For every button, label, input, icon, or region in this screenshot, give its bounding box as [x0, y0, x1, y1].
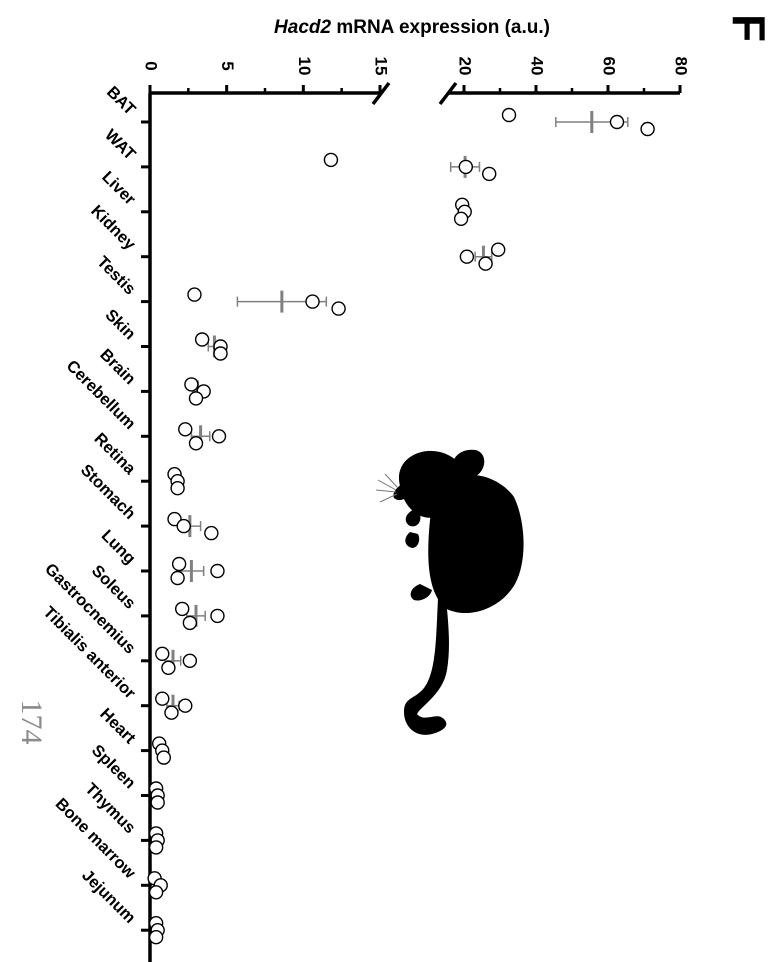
data-point	[478, 256, 493, 271]
value-tick-label: 15	[372, 57, 391, 76]
data-point	[213, 346, 228, 361]
data-point	[188, 391, 204, 406]
data-point	[156, 750, 171, 765]
y-axis-title: Hacd2 mRNA expression (a.u.)	[274, 17, 550, 38]
data-point	[155, 646, 170, 661]
category-label: Brain	[96, 346, 139, 389]
mouse-whiskers-icon	[375, 473, 399, 503]
data-point	[171, 556, 187, 572]
data-point	[305, 294, 320, 309]
data-point	[210, 563, 225, 579]
data-point	[204, 525, 219, 541]
axis-break-mark-left	[371, 81, 391, 106]
value-tick-label: 40	[528, 57, 547, 76]
category-labels: BATWATLiverKidneyTestisSkinBrainCerebell…	[39, 83, 139, 927]
panel-label: F	[723, 14, 769, 42]
category-label: Kidney	[87, 202, 139, 254]
category-label: Bone marrow	[52, 795, 139, 882]
data-point	[164, 705, 179, 720]
data-point	[210, 608, 225, 624]
axis-break-mark-right	[438, 81, 458, 106]
error-bars	[154, 111, 629, 942]
data-point	[194, 332, 210, 347]
value-tick-label: 5	[218, 61, 237, 70]
value-tick-label: 10	[295, 57, 314, 76]
category-label: BAT	[103, 83, 139, 119]
value-tick-label: 20	[456, 57, 475, 76]
data-point	[458, 159, 473, 175]
category-label: Skin	[102, 306, 139, 343]
page-number: 174	[15, 700, 48, 745]
category-label: Liver	[98, 168, 139, 209]
data-point	[184, 377, 199, 392]
data-point	[174, 601, 190, 617]
data-point	[187, 287, 202, 302]
data-point	[491, 242, 506, 257]
data-point	[178, 422, 193, 437]
data-point	[148, 840, 164, 855]
axes	[141, 81, 682, 962]
data-point	[501, 107, 517, 123]
category-label: Testis	[93, 253, 139, 299]
data-point	[178, 698, 193, 713]
y-axis-title-gene: Hacd2	[274, 17, 331, 38]
data-point	[161, 660, 176, 675]
category-label: Heart	[96, 705, 139, 748]
data-point	[323, 152, 339, 168]
data-point	[459, 249, 475, 264]
data-point	[188, 436, 204, 451]
data-point	[211, 429, 227, 444]
tick-labels: 0 5 10 15 20 40 60 80	[142, 57, 691, 76]
y-axis-title-rest: mRNA expression (a.u.)	[331, 17, 550, 38]
value-tick-label: 0	[142, 61, 161, 70]
data-point	[182, 615, 198, 631]
data-point	[182, 653, 198, 668]
data-point	[148, 885, 164, 900]
data-points	[147, 107, 655, 945]
data-point	[148, 930, 164, 945]
data-point	[482, 166, 497, 182]
category-label: Lung	[98, 527, 139, 568]
category-label: WAT	[101, 126, 139, 164]
mouse-silhouette-icon	[393, 449, 524, 735]
data-point	[453, 211, 469, 227]
data-point	[176, 518, 191, 534]
data-point	[170, 570, 185, 586]
data-point	[155, 691, 170, 706]
value-tick-label: 80	[672, 57, 691, 76]
value-tick-label: 60	[600, 57, 619, 76]
data-point	[640, 121, 655, 137]
data-point	[170, 481, 185, 496]
data-point	[150, 795, 165, 810]
data-point	[331, 301, 346, 316]
data-point	[609, 114, 625, 130]
